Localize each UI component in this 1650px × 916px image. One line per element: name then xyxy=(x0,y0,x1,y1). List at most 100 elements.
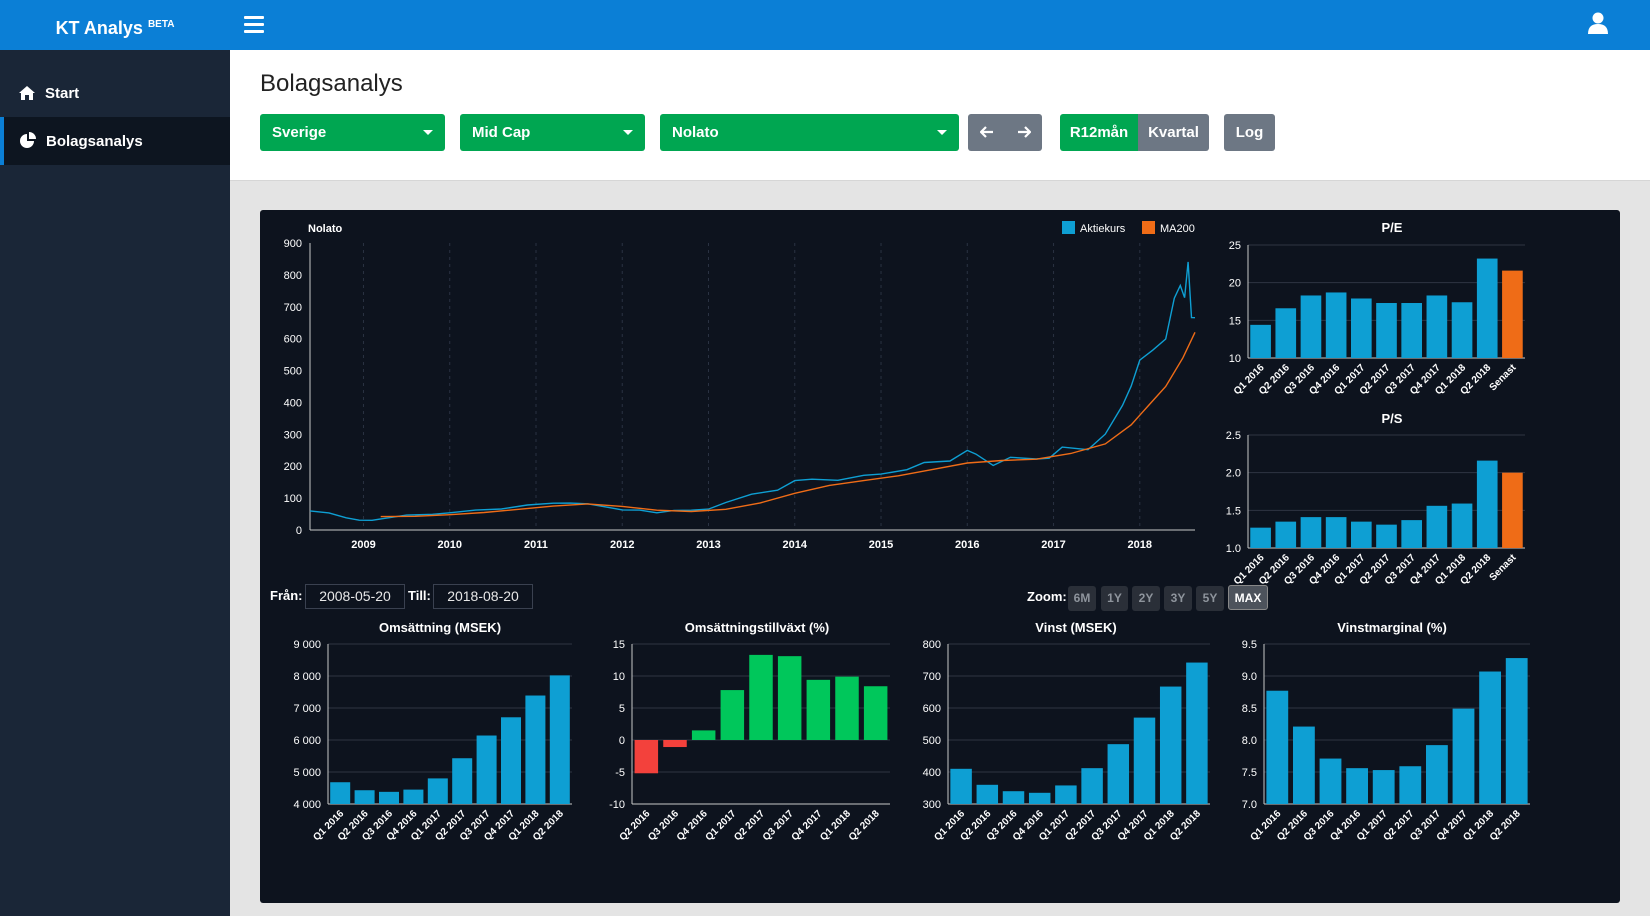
to-date-input[interactable]: 2018-08-20 xyxy=(433,584,533,609)
home-icon xyxy=(19,86,35,100)
price-y-tick-label: 0 xyxy=(296,525,302,537)
sidebar-item-label: Start xyxy=(45,84,80,102)
zoom-3y-button[interactable]: 3Y xyxy=(1164,586,1192,611)
oms-y-tick-label: 5 000 xyxy=(293,767,321,779)
quarter-toggle-button[interactable]: Kvartal xyxy=(1138,114,1209,151)
zoom-5y-button[interactable]: 5Y xyxy=(1196,586,1224,611)
list-select[interactable]: Mid Cap xyxy=(460,114,645,151)
ps-bar xyxy=(1300,517,1322,548)
vinst-bar xyxy=(1133,717,1156,804)
vinst-bar xyxy=(1002,791,1025,804)
prev-company-button[interactable] xyxy=(968,114,1005,151)
page-title: Bolagsanalys xyxy=(260,70,403,97)
oms-bar xyxy=(549,675,570,804)
zoom-label: Zoom: xyxy=(1027,589,1067,604)
arrow-left-icon xyxy=(978,126,993,138)
sidebar: KT Analys BETA Start Bolagsanalys xyxy=(0,0,230,916)
company-select[interactable]: Nolato xyxy=(660,114,959,151)
price-y-tick-label: 700 xyxy=(284,302,302,314)
growth-bar xyxy=(749,654,773,740)
country-select[interactable]: Sverige xyxy=(260,114,445,151)
ps-y-tick-label: 1.5 xyxy=(1226,505,1241,517)
zoom-2y-button[interactable]: 2Y xyxy=(1132,586,1160,611)
sidebar-item-label: Bolagsanalys xyxy=(46,132,143,150)
price-x-tick-label: 2014 xyxy=(783,539,808,551)
vinst-y-tick-label: 600 xyxy=(923,703,941,715)
marg-y-tick-label: 8.0 xyxy=(1242,735,1257,747)
caret-down-icon xyxy=(623,130,633,135)
list-value: Mid Cap xyxy=(472,124,531,141)
menu-icon[interactable] xyxy=(244,16,264,33)
ps-bar xyxy=(1275,521,1297,548)
growth-bar xyxy=(663,740,687,748)
oms-chart-title: Omsättning (MSEK) xyxy=(379,620,501,635)
vinst-bar xyxy=(950,768,972,804)
growth-bar xyxy=(777,656,802,740)
price-x-tick-label: 2009 xyxy=(351,539,375,551)
price-y-tick-label: 100 xyxy=(284,493,302,505)
next-company-button[interactable] xyxy=(1005,114,1042,151)
zoom-max-button[interactable]: MAX xyxy=(1228,585,1268,610)
arrow-right-icon xyxy=(1017,126,1032,138)
ps-bar xyxy=(1376,524,1397,548)
oms-bar xyxy=(476,735,497,804)
pe-bar xyxy=(1502,270,1523,358)
marg-bar xyxy=(1372,770,1395,804)
pe-bar xyxy=(1376,303,1397,358)
marg-bar xyxy=(1479,671,1502,804)
marg-bar xyxy=(1505,658,1528,804)
oms-y-tick-label: 7 000 xyxy=(293,703,321,715)
oms-bar xyxy=(427,778,448,804)
growth-y-tick-label: -5 xyxy=(615,767,625,779)
oms-bar xyxy=(330,782,351,804)
price-y-tick-label: 500 xyxy=(284,366,302,378)
marg-y-tick-label: 9.5 xyxy=(1242,639,1257,651)
vinst-bar xyxy=(1055,785,1077,804)
sidebar-item-start[interactable]: Start xyxy=(0,69,230,117)
sidebar-item-bolagsanalys[interactable]: Bolagsanalys xyxy=(0,117,230,165)
growth-y-tick-label: 15 xyxy=(613,639,625,651)
growth-x-tick-label: Q2 2018 xyxy=(847,808,882,843)
country-value: Sverige xyxy=(272,124,327,141)
oms-y-tick-label: 9 000 xyxy=(293,639,321,651)
price-x-tick-label: 2011 xyxy=(524,539,548,551)
ps-bar xyxy=(1476,460,1498,548)
r12-toggle-button[interactable]: R12mån xyxy=(1060,114,1138,151)
oms-bar xyxy=(354,790,375,804)
company-value: Nolato xyxy=(672,124,719,141)
ps-y-tick-label: 1.0 xyxy=(1226,543,1241,555)
brand-logo[interactable]: KT Analys BETA xyxy=(0,0,230,50)
price-y-tick-label: 900 xyxy=(284,238,302,250)
pie-chart-icon xyxy=(20,132,36,148)
price-x-tick-label: 2012 xyxy=(610,539,634,551)
vinst-bar xyxy=(1028,792,1051,804)
growth-bar xyxy=(806,679,831,740)
price-series-line-aktiekurs xyxy=(309,261,1196,522)
log-scale-button[interactable]: Log xyxy=(1224,114,1275,151)
zoom-6m-button[interactable]: 6M xyxy=(1068,586,1096,611)
brand-name: KT Analys xyxy=(55,18,143,38)
user-icon[interactable] xyxy=(1588,12,1608,34)
price-y-tick-label: 600 xyxy=(284,334,302,346)
pe-y-tick-label: 15 xyxy=(1229,315,1241,327)
zoom-1y-button[interactable]: 1Y xyxy=(1101,586,1128,611)
caret-down-icon xyxy=(937,130,947,135)
vinst-y-tick-label: 400 xyxy=(923,767,941,779)
ps-x-tick-label: Senast xyxy=(1488,552,1519,583)
vinst-bar xyxy=(1081,768,1103,804)
price-x-tick-label: 2018 xyxy=(1128,539,1152,551)
ps-bar xyxy=(1426,505,1448,548)
price-x-tick-label: 2013 xyxy=(696,539,720,551)
header-panel: Bolagsanalys Sverige Mid Cap Nolato R12m… xyxy=(230,50,1650,181)
topbar xyxy=(230,0,1650,50)
pe-bar xyxy=(1250,324,1271,358)
growth-y-tick-label: 0 xyxy=(619,735,625,747)
pe-bar xyxy=(1426,295,1448,358)
oms-bar xyxy=(378,791,400,804)
growth-bar xyxy=(720,690,745,740)
from-date-input[interactable]: 2008-05-20 xyxy=(305,584,405,609)
pe-y-tick-label: 20 xyxy=(1229,278,1241,290)
vinst-y-tick-label: 300 xyxy=(923,799,941,811)
brand-beta-badge: BETA xyxy=(147,19,175,30)
